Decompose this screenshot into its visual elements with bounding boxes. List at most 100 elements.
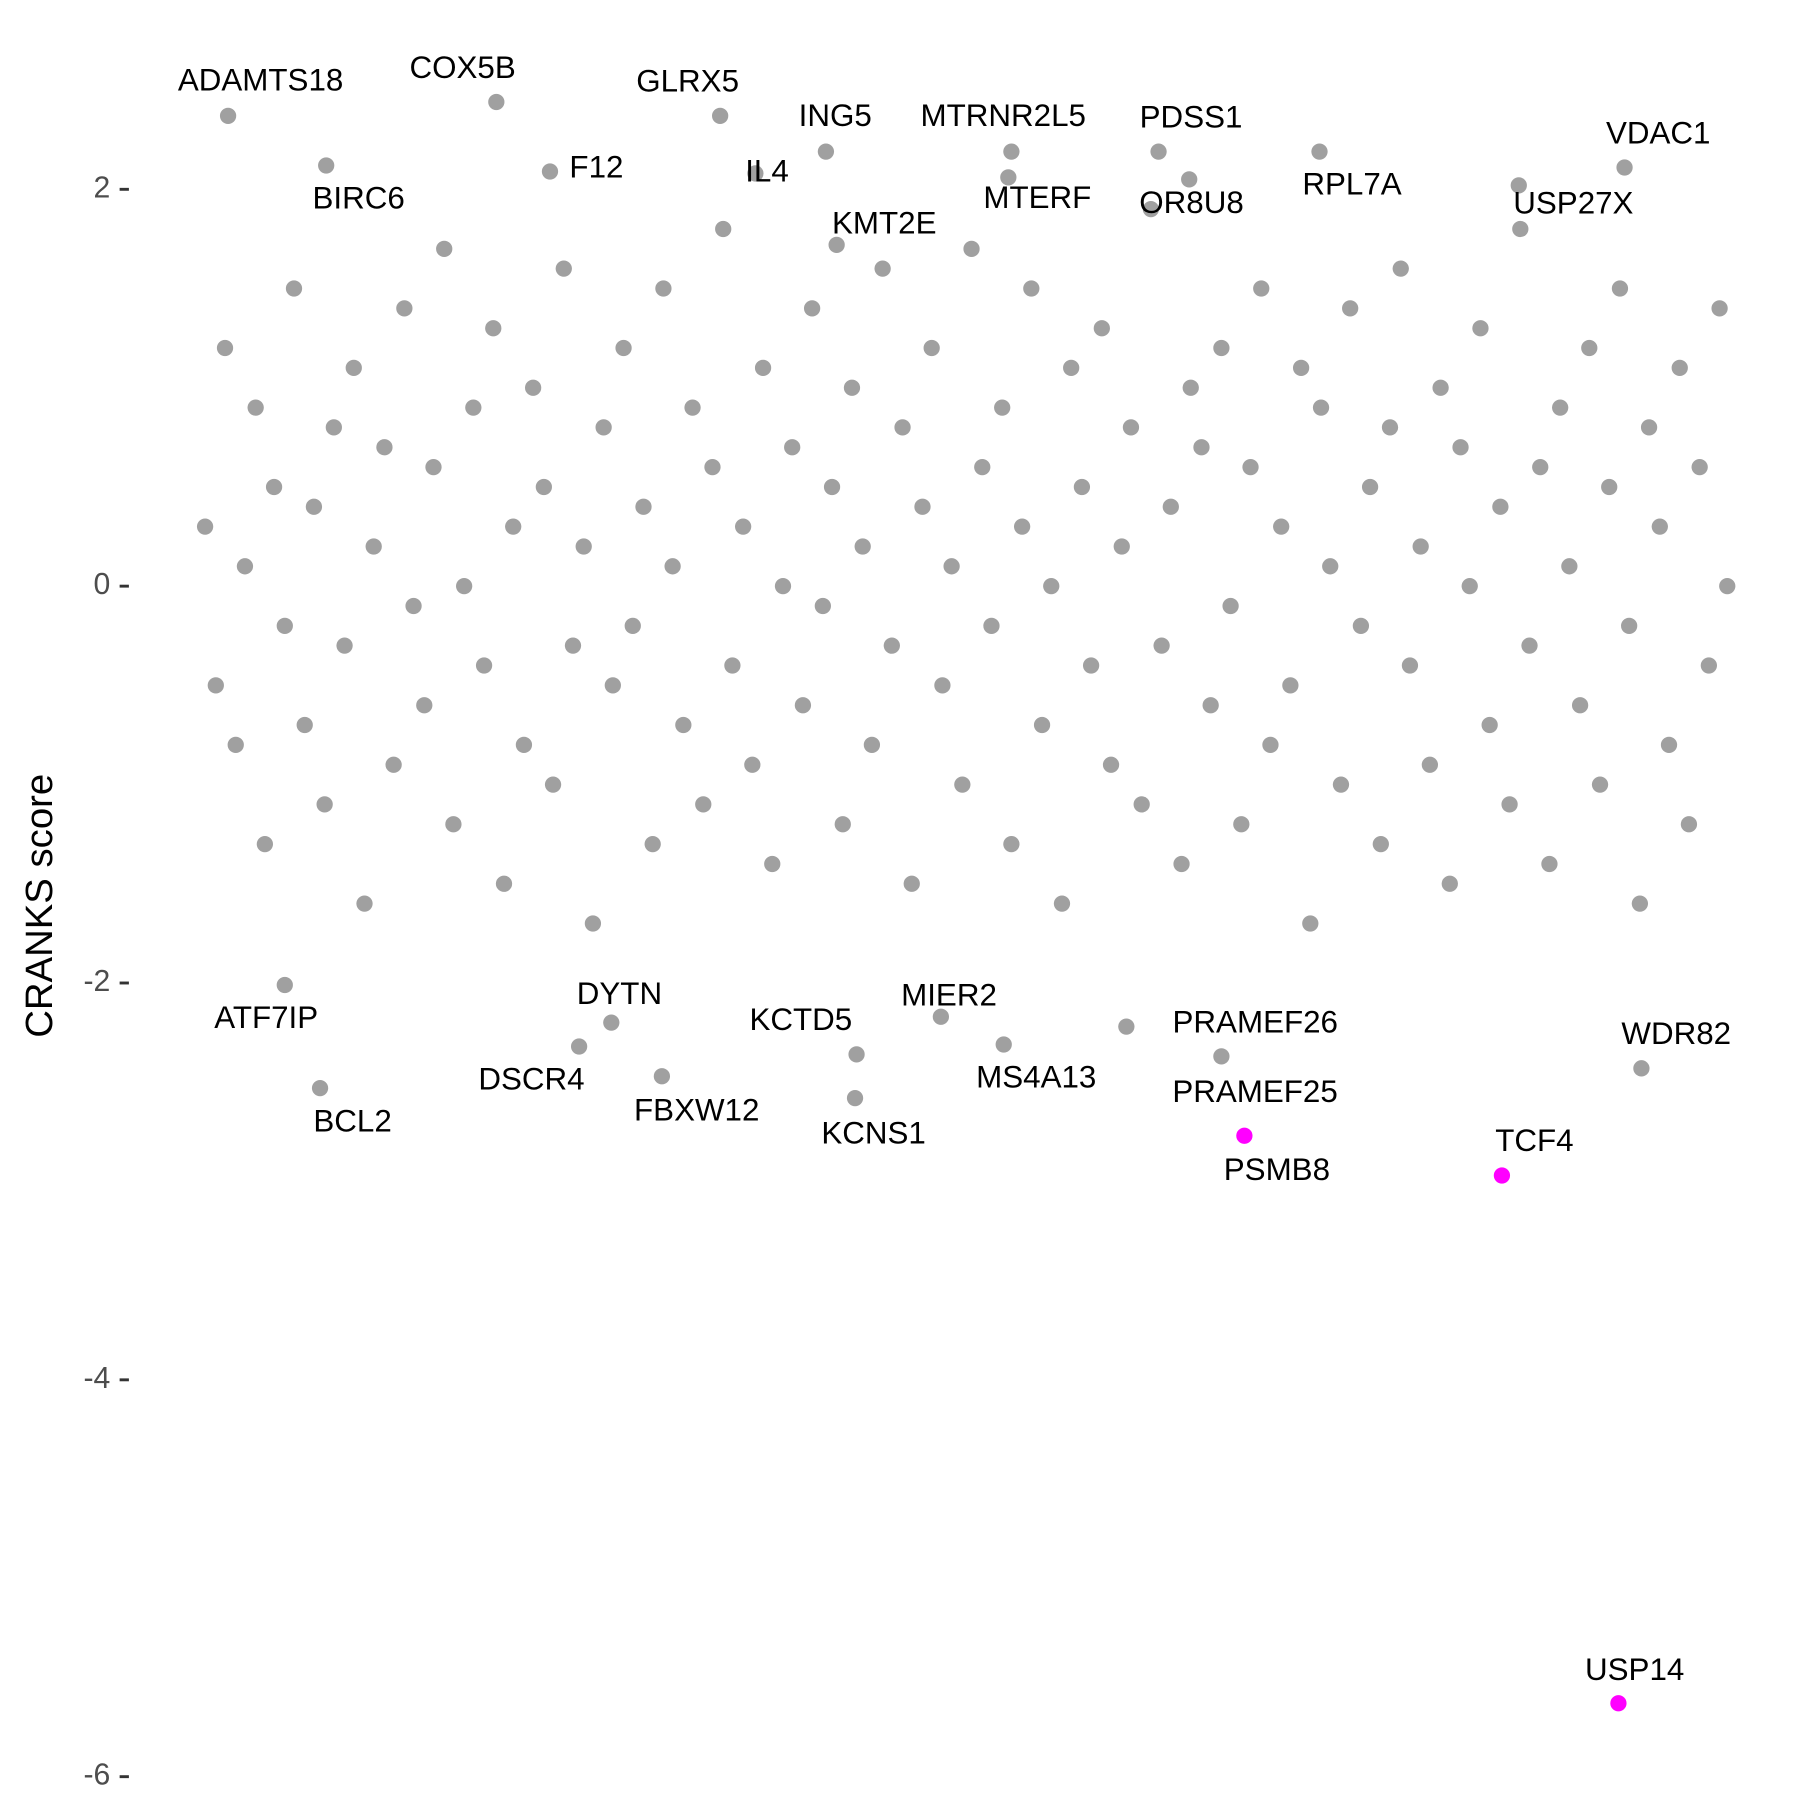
point [814, 597, 831, 615]
point [325, 419, 342, 436]
point [1421, 756, 1439, 773]
point [903, 875, 920, 892]
point [954, 776, 971, 793]
labeled-point [712, 107, 729, 125]
point [1541, 855, 1558, 873]
y-tick-label: 0 [94, 568, 111, 601]
point-label: MIER2 [901, 977, 997, 1012]
point [1193, 439, 1210, 456]
point-label: ATF7IP [214, 1000, 318, 1035]
labeled-point [541, 163, 559, 180]
labeled-point [817, 143, 835, 160]
point [445, 816, 462, 833]
point-label: WDR82 [1621, 1016, 1731, 1051]
labeled-point [1000, 169, 1017, 186]
point [823, 478, 841, 496]
point [874, 260, 891, 277]
point [754, 359, 772, 377]
point [376, 439, 393, 456]
point [247, 399, 264, 416]
point [1242, 458, 1259, 476]
point [1312, 399, 1330, 416]
point [544, 776, 562, 793]
point [1680, 816, 1698, 833]
point [1292, 359, 1310, 377]
point [584, 915, 602, 932]
point [265, 478, 283, 496]
point [495, 875, 513, 892]
point [883, 637, 900, 654]
point-label: DSCR4 [478, 1062, 584, 1097]
point [207, 677, 224, 694]
point [974, 458, 991, 476]
point [943, 558, 960, 575]
point [774, 578, 792, 595]
labeled-point [1311, 143, 1328, 160]
point [1033, 716, 1051, 734]
labeled-point [1633, 1060, 1650, 1077]
point [1532, 458, 1549, 476]
point [1102, 756, 1120, 773]
point [316, 796, 333, 813]
point [505, 518, 522, 535]
point-label: TCF4 [1495, 1123, 1573, 1158]
point [1153, 637, 1170, 654]
point [296, 716, 313, 734]
point-label: PSMB8 [1224, 1152, 1330, 1187]
y-tick-label: 2 [94, 171, 111, 204]
point [1441, 875, 1458, 892]
point [1073, 478, 1091, 496]
point [285, 280, 303, 297]
point [595, 419, 612, 436]
point [715, 220, 732, 238]
point [615, 339, 632, 357]
point [923, 339, 940, 357]
point [1671, 359, 1688, 377]
point [1651, 518, 1668, 535]
labeled-point [1493, 1167, 1511, 1184]
point [1352, 617, 1370, 634]
point-label: PRAMEF26 [1173, 1005, 1338, 1040]
point [1512, 220, 1529, 238]
point [1182, 379, 1199, 396]
point [655, 280, 672, 297]
point [405, 597, 422, 615]
point [1173, 855, 1190, 873]
point [604, 677, 621, 694]
point [1601, 478, 1618, 496]
point-label: KCNS1 [821, 1116, 926, 1151]
point [1631, 895, 1649, 912]
point-label: BIRC6 [313, 181, 405, 216]
point-label: RPL7A [1302, 167, 1401, 202]
point-label: MTRNR2L5 [921, 98, 1086, 133]
point [365, 538, 382, 555]
point [983, 617, 1000, 634]
point [1202, 697, 1219, 714]
point [894, 419, 911, 436]
labeled-point [488, 93, 505, 111]
point-label: ING5 [799, 98, 872, 133]
point [914, 498, 931, 515]
point [385, 756, 402, 773]
point [1472, 320, 1489, 337]
point [356, 895, 373, 912]
point [1492, 498, 1509, 515]
point [635, 498, 652, 515]
labeled-point [219, 107, 237, 125]
labeled-point [276, 976, 293, 994]
point-label: USP27X [1513, 185, 1633, 220]
point [1381, 419, 1399, 436]
point [1043, 578, 1060, 595]
point [345, 359, 362, 377]
point [336, 637, 353, 654]
labeled-point [570, 1038, 588, 1055]
labeled-point [848, 1046, 865, 1063]
point [515, 736, 533, 754]
labeled-point [1213, 1048, 1230, 1065]
point [1621, 617, 1638, 634]
point [1013, 518, 1031, 535]
point [425, 458, 442, 476]
labeled-point [311, 1080, 329, 1097]
point [1581, 339, 1598, 357]
